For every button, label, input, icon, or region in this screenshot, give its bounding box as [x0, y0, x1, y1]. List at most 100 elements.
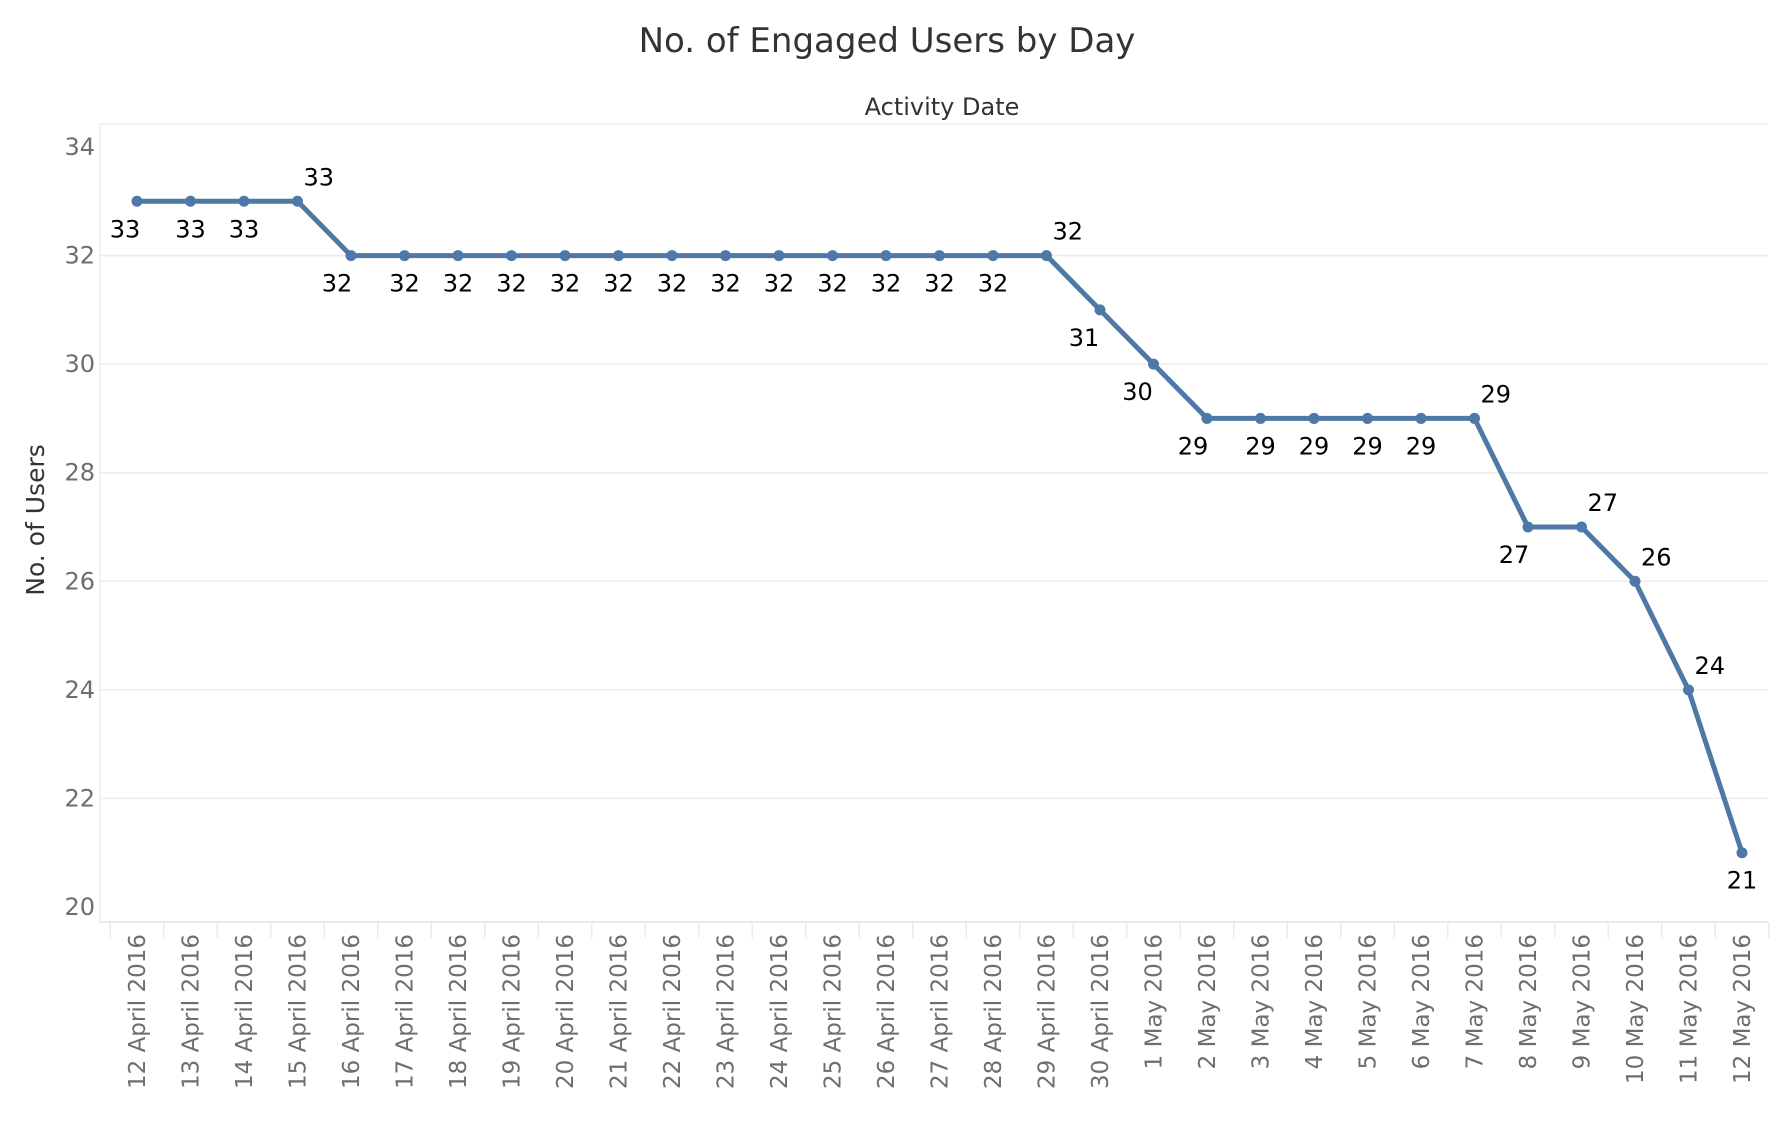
data-label: 32 — [924, 270, 955, 298]
x-tick-label: 6 May 2016 — [1409, 934, 1435, 1069]
gridlines — [99, 123, 1770, 938]
x-tick-label: 8 May 2016 — [1516, 934, 1542, 1069]
x-tick-label: 17 April 2016 — [393, 934, 419, 1089]
x-tick-label: 27 April 2016 — [928, 934, 954, 1089]
data-label: 32 — [389, 270, 420, 298]
x-tick-label: 29 April 2016 — [1035, 934, 1061, 1089]
data-point — [827, 250, 838, 262]
data-point — [292, 195, 303, 207]
x-tick-label: 1 May 2016 — [1142, 934, 1168, 1069]
data-label: 32 — [496, 270, 527, 298]
x-tick-label: 12 April 2016 — [125, 934, 151, 1089]
data-label: 30 — [1122, 378, 1153, 406]
x-tick-label: 22 April 2016 — [660, 934, 686, 1089]
data-label: 32 — [871, 270, 902, 298]
data-label: 29 — [1299, 432, 1330, 460]
x-tick-label: 26 April 2016 — [874, 934, 900, 1089]
data-point — [1629, 575, 1641, 587]
x-tick-label: 11 May 2016 — [1677, 934, 1703, 1084]
x-tick-label: 21 April 2016 — [607, 934, 633, 1089]
x-tick-label: 2 May 2016 — [1195, 934, 1221, 1069]
x-tick-label: 7 May 2016 — [1463, 934, 1489, 1069]
data-point — [773, 250, 785, 262]
data-point — [1201, 412, 1213, 424]
y-axis-title: No. of Users — [21, 444, 50, 596]
x-tick-label: 5 May 2016 — [1356, 934, 1382, 1069]
x-tick-label: 24 April 2016 — [767, 934, 793, 1089]
data-label: 24 — [1695, 652, 1726, 680]
data-point — [559, 250, 571, 262]
data-label: 31 — [1069, 324, 1100, 352]
data-point — [131, 195, 143, 207]
data-point — [1576, 521, 1587, 533]
data-labels: 33 33 33 33 32 32 32 32 32 32 32 32 32 32 32 32 32 32 31 30… — [110, 163, 1758, 894]
data-point — [1094, 304, 1106, 316]
x-tick-label: 19 April 2016 — [500, 934, 526, 1089]
data-label: 29 — [1245, 432, 1276, 460]
data-point — [399, 250, 410, 262]
y-tick-label: 26 — [64, 567, 95, 595]
data-label: 29 — [1178, 432, 1209, 460]
data-point — [934, 250, 945, 262]
x-tick-label: 20 April 2016 — [553, 934, 579, 1089]
data-label: 29 — [1352, 432, 1383, 460]
data-label: 32 — [710, 270, 741, 298]
y-tick-label: 28 — [64, 459, 95, 487]
data-label: 32 — [764, 270, 795, 298]
y-tick-label: 24 — [64, 676, 95, 704]
data-label: 32 — [603, 270, 634, 298]
data-point — [345, 250, 357, 262]
data-point — [880, 250, 892, 262]
data-label: 33 — [175, 215, 206, 243]
data-label: 29 — [1406, 432, 1437, 460]
x-tick-label: 10 May 2016 — [1623, 934, 1649, 1084]
chart-title: No. of Engaged Users by Day — [639, 21, 1136, 61]
y-tick-label: 20 — [64, 893, 95, 921]
data-label: 32 — [817, 270, 848, 298]
data-point — [1736, 847, 1748, 859]
x-tick-label: 9 May 2016 — [1570, 934, 1596, 1069]
data-label: 26 — [1641, 543, 1672, 571]
y-tick-label: 32 — [64, 242, 95, 270]
data-point — [1255, 412, 1266, 424]
x-tick-label: 18 April 2016 — [446, 934, 472, 1089]
data-point — [1148, 358, 1159, 370]
x-tick-label: 16 April 2016 — [339, 934, 365, 1089]
data-label: 21 — [1727, 867, 1758, 895]
series-line — [134, 198, 1745, 856]
data-point — [506, 250, 517, 262]
x-tick-label: 23 April 2016 — [714, 934, 740, 1089]
data-label: 33 — [229, 215, 260, 243]
data-label: 27 — [1588, 489, 1619, 517]
data-label: 27 — [1499, 541, 1530, 569]
data-label: 33 — [304, 163, 335, 191]
data-label: 32 — [1053, 218, 1084, 246]
data-point — [1308, 412, 1320, 424]
data-point — [1683, 684, 1694, 696]
data-label: 29 — [1481, 380, 1512, 408]
data-label: 33 — [110, 215, 141, 243]
x-tick-label: 25 April 2016 — [821, 934, 847, 1089]
x-tick-label: 14 April 2016 — [232, 934, 258, 1089]
data-point — [613, 250, 624, 262]
x-tick-label: 15 April 2016 — [286, 934, 312, 1089]
data-point — [666, 250, 678, 262]
data-point — [452, 250, 464, 262]
x-tick-label: 30 April 2016 — [1088, 934, 1114, 1089]
data-label: 32 — [550, 270, 581, 298]
y-tick-label: 22 — [64, 784, 95, 812]
data-label: 32 — [657, 270, 688, 298]
data-point — [1041, 250, 1052, 262]
x-tick-label: 28 April 2016 — [981, 934, 1007, 1089]
data-point — [987, 250, 999, 262]
y-tick-label: 30 — [64, 350, 95, 378]
x-tick-label: 4 May 2016 — [1302, 934, 1328, 1069]
x-tick-label: 12 May 2016 — [1730, 934, 1756, 1084]
data-label: 32 — [978, 270, 1009, 298]
data-point — [1415, 412, 1427, 424]
x-axis-ticks: 12 April 2016 13 April 2016 14 April 2016 1… — [125, 934, 1756, 1089]
data-point — [238, 195, 250, 207]
series-engaged-users — [131, 195, 1748, 859]
data-label: 32 — [443, 270, 474, 298]
